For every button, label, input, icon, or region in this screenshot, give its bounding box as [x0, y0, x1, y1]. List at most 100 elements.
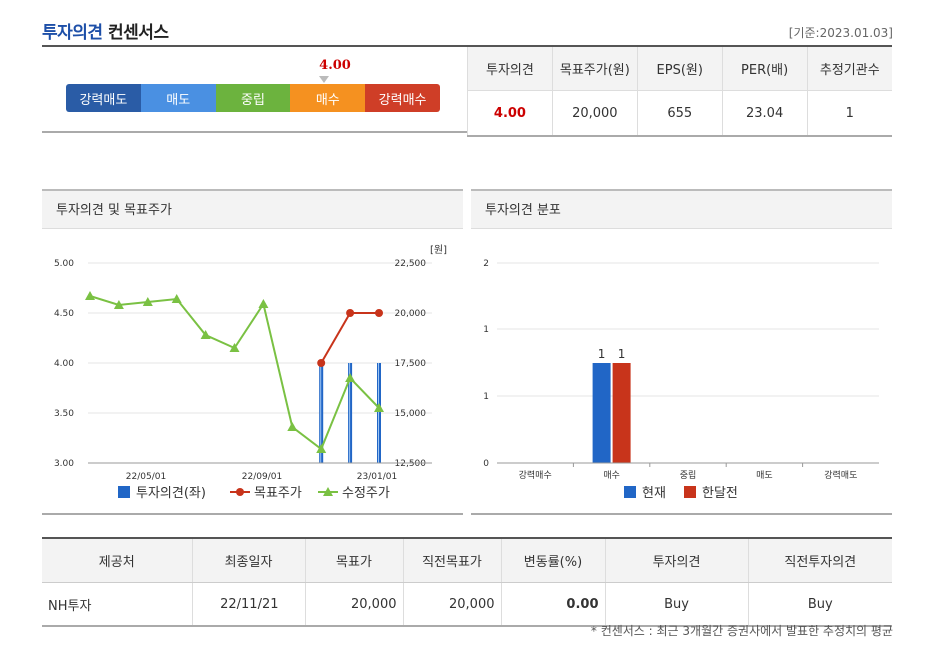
detail-last-date: 22/11/21 — [191, 582, 305, 627]
chart-axes: 5.00 22,500 4.50 20,000 4.00 17,500 3.50 15,000… — [54, 259, 432, 482]
legend-opinion-label: 투자의견(좌) — [136, 486, 206, 501]
left-tick-label: 3.00 — [54, 459, 74, 469]
base-date: [기준:2023.01.03] — [788, 26, 893, 40]
bar-data-label: 1 — [598, 347, 606, 361]
x-tick-label: 22/05/01 — [126, 472, 166, 482]
adjusted-price-point — [345, 373, 356, 382]
detail-header: 목표가 — [304, 537, 403, 583]
detail-change-rate: 0.00 — [500, 582, 605, 627]
summary-opinion: 4.00 — [467, 90, 553, 137]
legend-current-swatch — [624, 486, 636, 498]
legend-month-ago-label: 한달전 — [702, 486, 738, 501]
opinion-marker-icon — [319, 76, 329, 83]
summary-header: EPS(원) — [636, 47, 723, 91]
page-title-secondary: 컨센서스 — [107, 23, 169, 43]
table-row: NH투자 22/11/21 20,000 20,000 0.00 Buy Buy — [42, 582, 892, 627]
summary-per: 23.04 — [721, 90, 808, 137]
adjusted-price-point — [171, 294, 182, 303]
consensus-summary-table: 투자의견 목표주가(원) EPS(원) PER(배) 추정기관수 4.00 20… — [467, 47, 892, 137]
right-axis-unit: [원] — [430, 244, 447, 256]
opinion-marker-value: 4.00 — [319, 58, 351, 73]
scale-strong-buy: 강력매수 — [365, 84, 440, 112]
chart-lines — [85, 291, 384, 453]
detail-header: 제공처 — [42, 537, 192, 583]
detail-target: 20,000 — [304, 582, 403, 627]
x-tick-label: 23/01/01 — [357, 472, 397, 482]
adjusted-price-line — [89, 295, 380, 451]
adjusted-price-point — [85, 291, 95, 300]
summary-header: PER(배) — [721, 47, 808, 91]
category-label: 매수 — [603, 470, 620, 481]
y-tick-label: 1 — [483, 325, 489, 335]
broker-detail-table: 제공처 최종일자 목표가 직전목표가 변동률(%) 투자의견 직전투자의견 NH… — [42, 537, 892, 627]
legend-target-marker — [236, 488, 244, 496]
adjusted-price-point — [113, 300, 124, 309]
panel-title: 투자의견 및 목표주가 — [42, 189, 463, 229]
footnote: * 컨센서스 : 최근 3개월간 증권사에서 발표한 추정치의 평균 — [590, 624, 893, 638]
legend-month-ago-swatch — [684, 486, 696, 498]
detail-header: 변동률(%) — [500, 537, 605, 583]
opinion-target-chart: 5.00 22,500 4.50 20,000 4.00 17,500 3.50 15,000… — [54, 244, 447, 501]
panel-bottom-line — [42, 513, 463, 515]
x-tick-label: 22/09/01 — [242, 472, 282, 482]
y-tick-label: 1 — [483, 392, 489, 402]
adjusted-price-point — [287, 422, 298, 431]
y-tick-label: 0 — [483, 459, 489, 469]
left-tick-label: 5.00 — [54, 259, 74, 269]
detail-provider: NH투자 — [42, 582, 192, 627]
opinion-target-panel: 투자의견 및 목표주가 — [42, 189, 463, 229]
right-tick-label: 17,500 — [395, 359, 427, 369]
detail-header: 투자의견 — [604, 537, 748, 583]
page-title-primary: 투자의견 — [42, 23, 103, 43]
detail-header: 직전목표가 — [402, 537, 501, 583]
scale-neutral: 중립 — [215, 84, 291, 112]
right-tick-label: 15,000 — [395, 409, 427, 419]
legend-adjusted-label: 수정주가 — [342, 486, 390, 501]
adjusted-price-point — [316, 444, 327, 453]
category-label: 매도 — [756, 470, 773, 481]
scale-sell: 매도 — [140, 84, 216, 112]
right-tick-label: 12,500 — [395, 459, 427, 469]
left-tick-label: 3.50 — [54, 409, 74, 419]
page-title: 투자의견 컨센서스 — [42, 18, 169, 43]
scale-buy: 매수 — [290, 84, 366, 112]
scale-strong-sell: 강력매도 — [66, 84, 141, 112]
summary-header: 추정기관수 — [806, 47, 892, 91]
detail-prev-target: 20,000 — [402, 582, 501, 627]
opinion-scale: 강력매도 매도 중립 매수 강력매수 — [66, 84, 440, 112]
target-price-point — [375, 309, 383, 317]
right-tick-label: 20,000 — [395, 309, 427, 319]
category-label: 강력매도 — [824, 469, 857, 481]
legend-opinion-swatch — [118, 486, 130, 498]
legend-current-label: 현재 — [642, 486, 666, 501]
target-price-point — [317, 359, 326, 367]
month-ago-bar — [612, 363, 631, 463]
adjusted-price-point — [258, 299, 269, 308]
summary-institution-count: 1 — [806, 90, 892, 137]
scale-divider — [42, 131, 467, 133]
right-tick-label: 22,500 — [395, 259, 427, 269]
target-price-line — [320, 312, 379, 364]
target-price-point — [346, 309, 355, 317]
adjusted-price-point — [200, 330, 211, 339]
left-tick-label: 4.00 — [54, 359, 74, 369]
panel-bottom-line — [471, 513, 892, 515]
detail-prev-opinion: Buy — [747, 582, 892, 627]
summary-eps: 655 — [636, 90, 723, 137]
detail-header: 최종일자 — [191, 537, 305, 583]
legend-adjusted-marker — [323, 487, 333, 496]
category-label: 강력매수 — [519, 469, 552, 481]
bar-data-label: 1 — [618, 347, 626, 361]
summary-target-price: 20,000 — [551, 90, 638, 137]
header-divider — [42, 45, 892, 47]
opinion-distribution-panel: 투자의견 분포 — [471, 189, 892, 229]
y-tick-label: 2 — [483, 259, 489, 269]
adjusted-price-point — [374, 403, 384, 412]
chart-grid — [497, 262, 879, 464]
summary-header: 투자의견 — [467, 47, 553, 91]
adjusted-price-point — [142, 297, 153, 306]
panel-title: 투자의견 분포 — [471, 189, 892, 229]
